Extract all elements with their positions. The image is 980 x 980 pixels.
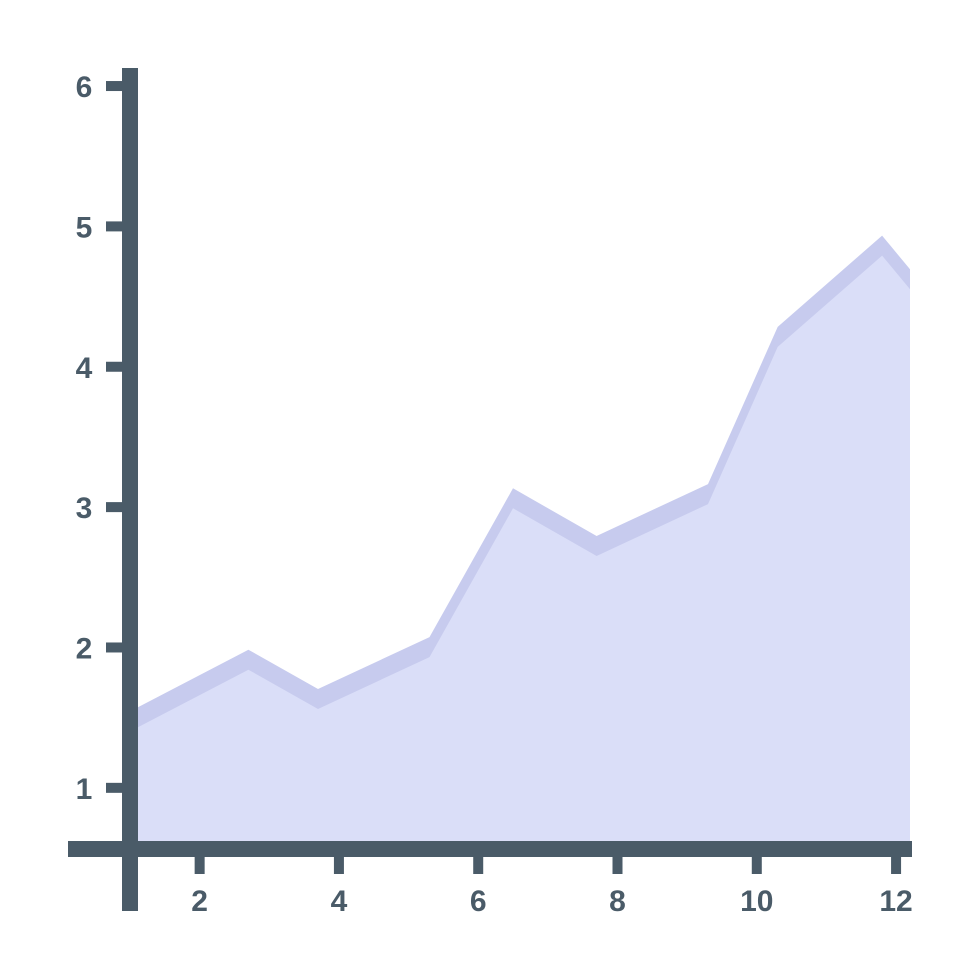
y-tick-3	[106, 502, 128, 513]
area-fill	[130, 255, 910, 850]
y-tick-4	[106, 361, 128, 372]
x-tick-4	[333, 852, 344, 874]
x-tick-label-4: 4	[331, 885, 348, 918]
x-tick-2	[194, 852, 205, 874]
x-tick-label-6: 6	[470, 885, 487, 918]
x-tick-label-8: 8	[609, 885, 626, 918]
y-tick-label-1: 1	[76, 773, 93, 806]
x-tick-12	[891, 852, 902, 874]
x-axis-line	[68, 841, 912, 857]
y-tick-label-2: 2	[76, 632, 93, 665]
y-tick-1	[106, 782, 128, 793]
y-tick-label-4: 4	[76, 352, 93, 385]
y-tick-label-5: 5	[76, 211, 93, 244]
y-tick-label-6: 6	[76, 71, 93, 104]
y-tick-label-3: 3	[76, 492, 93, 525]
x-tick-8	[612, 852, 623, 874]
y-tick-5	[106, 221, 128, 232]
x-tick-label-12: 12	[879, 885, 912, 918]
x-tick-10	[751, 852, 762, 874]
x-tick-label-2: 2	[191, 885, 208, 918]
y-tick-2	[106, 642, 128, 653]
x-tick-6	[473, 852, 484, 874]
x-tick-label-10: 10	[740, 885, 773, 918]
y-axis-line	[122, 68, 138, 911]
y-tick-6	[106, 81, 128, 92]
